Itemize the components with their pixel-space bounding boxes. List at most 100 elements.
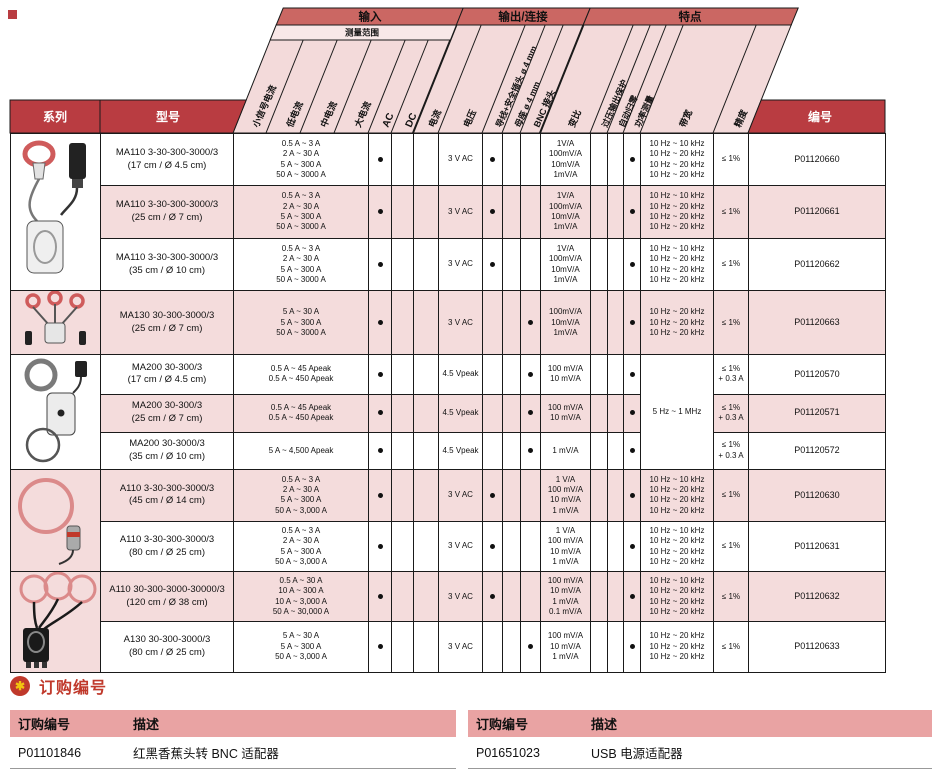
product-image-a110-flex-ring bbox=[17, 477, 80, 565]
cell-overload-protect bbox=[590, 133, 608, 186]
part-number-header-label: 编号 bbox=[807, 109, 832, 124]
cell-power-measure bbox=[623, 238, 641, 291]
cell-accuracy: ≤ 1% bbox=[713, 520, 749, 573]
dot-mark bbox=[377, 209, 383, 215]
cell-out-voltage: 4.5 Vpeak bbox=[438, 431, 483, 470]
spec-row-P01120570: MA200 30-300/3 (17 cm / Ø 4.5 cm) 0.5 A ~ … bbox=[10, 354, 886, 470]
cell-accuracy: ≤ 1% bbox=[713, 289, 749, 356]
cell-dc bbox=[391, 393, 414, 433]
dot-mark bbox=[377, 543, 383, 549]
cell-bnc bbox=[520, 185, 541, 239]
cell-out-voltage: 4.5 Vpeak bbox=[438, 393, 483, 433]
cell-bnc bbox=[520, 393, 541, 433]
dot-mark bbox=[490, 492, 495, 498]
cell-bnc bbox=[520, 520, 541, 573]
cell-bnc bbox=[520, 431, 541, 470]
cell-power-measure bbox=[623, 289, 641, 356]
cell-ratio: 1 V/A 100 mV/A 10 mV/A 1 mV/A bbox=[540, 468, 591, 522]
cell-ratio: 1V/A 100mV/A 10mV/A 1mV/A bbox=[540, 185, 591, 239]
cell-bnc bbox=[520, 621, 541, 673]
cell-auto-zero bbox=[607, 185, 624, 239]
cell-auto-zero bbox=[607, 431, 624, 470]
order-section-heading: ✱ 订购编号 bbox=[10, 674, 107, 698]
cell-ac bbox=[368, 393, 392, 433]
dot-mark bbox=[629, 644, 635, 650]
cell-bandwidth: 10 Hz ~ 20 kHz 10 Hz ~ 20 kHz 10 Hz ~ 20 k… bbox=[640, 621, 714, 673]
cell-accuracy: ≤ 1% bbox=[713, 621, 749, 673]
cell-socket bbox=[502, 431, 521, 470]
cell-model: MA130 30-300-3000/3 (25 cm / Ø 7 cm) bbox=[100, 289, 234, 356]
cell-accuracy: ≤ 1% bbox=[713, 468, 749, 522]
spec-row-P01120571: MA200 30-300/3 (25 cm / Ø 7 cm) 0.5 A ~ 45… bbox=[11, 393, 886, 433]
cell-measure-range: 0.5 A ~ 45 Apeak 0.5 A ~ 450 Apeak bbox=[233, 354, 369, 395]
cell-lead-plug bbox=[482, 238, 503, 291]
order-row-P01651023: P01651023 USB 电源适配器 bbox=[468, 737, 932, 769]
cell-ac bbox=[368, 354, 392, 395]
cell-bandwidth: 10 Hz ~ 10 kHz 10 Hz ~ 20 kHz 10 Hz ~ 20 k… bbox=[640, 468, 714, 522]
cell-dc bbox=[391, 133, 414, 186]
cell-ratio: 100 mV/A 10 mV/A bbox=[540, 354, 591, 395]
cell-ratio: 1V/A 100mV/A 10mV/A 1mV/A bbox=[540, 238, 591, 291]
order-heading-text: 订购编号 bbox=[39, 680, 108, 697]
cell-power-measure bbox=[623, 133, 641, 186]
order-code-header: 订购编号 bbox=[10, 710, 125, 737]
cell-accuracy: ≤ 1% + 0.3 A bbox=[713, 393, 749, 433]
cell-out-voltage: 3 V AC bbox=[438, 185, 483, 239]
cell-out-voltage: 3 V AC bbox=[438, 468, 483, 522]
cell-ac bbox=[368, 468, 392, 522]
series-image-cell bbox=[10, 133, 101, 291]
cell-measure-range: 0.5 A ~ 45 Apeak 0.5 A ~ 450 Apeak bbox=[233, 393, 369, 433]
cell-part-number: P01120630 bbox=[748, 468, 886, 522]
cell-model: MA110 3-30-300-3000/3 (35 cm / Ø 10 cm) bbox=[100, 238, 234, 291]
cell-ac bbox=[368, 289, 392, 356]
cell-accuracy: ≤ 1% + 0.3 A bbox=[713, 431, 749, 470]
cell-out-current bbox=[413, 621, 439, 673]
order-row-P01101846: P01101846 红黑香蕉头转 BNC 适配器 bbox=[10, 737, 456, 769]
dot-mark bbox=[629, 492, 635, 498]
order-desc: USB 电源适配器 bbox=[583, 737, 932, 769]
puzzle-icon: ✱ bbox=[10, 676, 30, 696]
product-image-a110-three-flex-rings bbox=[19, 572, 96, 669]
cell-ratio: 100 mV/A 10 mV/A bbox=[540, 393, 591, 433]
dot-mark bbox=[377, 593, 383, 599]
band-output-label: 输出/连接 bbox=[498, 10, 548, 24]
cell-out-current bbox=[413, 393, 439, 433]
dot-mark bbox=[377, 447, 383, 453]
cell-part-number: P01120661 bbox=[748, 185, 886, 239]
cell-power-measure bbox=[623, 571, 641, 623]
order-desc-header: 描述 bbox=[125, 710, 456, 737]
dot-mark bbox=[629, 319, 635, 325]
cell-accuracy: ≤ 1% bbox=[713, 238, 749, 291]
dot-mark bbox=[377, 319, 383, 325]
cell-lead-plug bbox=[482, 289, 503, 356]
cell-auto-zero bbox=[607, 393, 624, 433]
cell-overload-protect bbox=[590, 289, 608, 356]
cell-ratio: 100 mV/A 10 mV/A 1 mV/A 0.1 mV/A bbox=[540, 571, 591, 623]
order-header-row: 订购编号 描述 bbox=[468, 710, 932, 737]
cell-part-number: P01120570 bbox=[748, 354, 886, 395]
cell-measure-range: 0.5 A ~ 30 A 10 A ~ 300 A 10 A ~ 3,000 A 50… bbox=[233, 571, 369, 623]
cell-out-voltage: 3 V AC bbox=[438, 520, 483, 573]
cell-model: MA200 30-300/3 (25 cm / Ø 7 cm) bbox=[100, 393, 234, 433]
cell-auto-zero bbox=[607, 289, 624, 356]
cell-dc bbox=[391, 520, 414, 573]
cell-power-measure bbox=[623, 431, 641, 470]
cell-model: A130 30-300-3000/3 (80 cm / Ø 25 cm) bbox=[100, 621, 234, 673]
cell-out-voltage: 3 V AC bbox=[438, 238, 483, 291]
cell-out-voltage: 4.5 Vpeak bbox=[438, 354, 483, 395]
dot-mark bbox=[490, 593, 495, 599]
dot-mark bbox=[629, 593, 635, 599]
spec-row-P01120572: MA200 30-3000/3 (35 cm / Ø 10 cm) 5 A ~ 4,… bbox=[11, 431, 886, 470]
cell-bandwidth: 10 Hz ~ 10 kHz 10 Hz ~ 20 kHz 10 Hz ~ 20 k… bbox=[640, 520, 714, 573]
spec-table: MA110 3-30-300-3000/3 (17 cm / Ø 4.5 cm) 0… bbox=[10, 133, 886, 673]
cell-overload-protect bbox=[590, 520, 608, 573]
cell-overload-protect bbox=[590, 468, 608, 522]
dot-mark bbox=[629, 447, 635, 453]
cell-power-measure bbox=[623, 185, 641, 239]
cell-power-measure bbox=[623, 393, 641, 433]
cell-bnc bbox=[520, 238, 541, 291]
dot-mark bbox=[629, 156, 635, 162]
